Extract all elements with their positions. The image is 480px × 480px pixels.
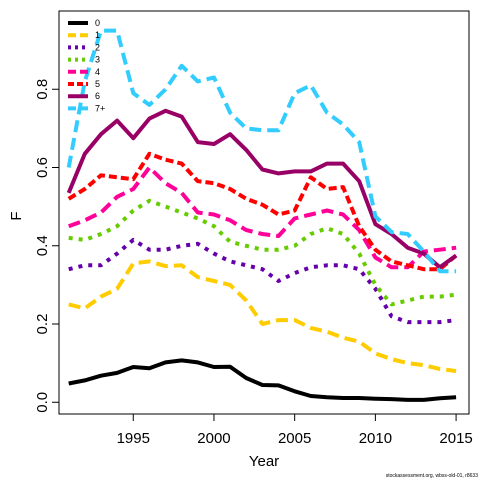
legend-label: 0 — [95, 18, 100, 28]
x-tick-label: 1995 — [117, 430, 150, 447]
series-line-7plus — [66, 28, 457, 274]
x-axis: 1995 2000 2005 2010 2015 — [117, 413, 473, 447]
x-axis-title: Year — [249, 453, 279, 470]
x-tick-label: 2000 — [197, 430, 230, 447]
x-tick-label: 2005 — [278, 430, 311, 447]
legend-label: 6 — [95, 91, 100, 101]
y-axis-title: F — [8, 211, 25, 220]
series-line-2 — [68, 237, 457, 325]
y-axis: 0.0 0.2 0.4 0.6 0.8 — [34, 79, 60, 413]
legend-label: 7+ — [95, 103, 105, 113]
y-tick-label: 0.4 — [34, 235, 51, 256]
legend-label: 4 — [95, 67, 100, 77]
legend: 0 1 2 3 4 5 6 7+ — [68, 18, 105, 113]
series-line-6 — [66, 108, 458, 270]
series-line-0 — [68, 358, 457, 402]
y-tick-label: 0.0 — [34, 392, 51, 413]
series-line-1 — [68, 259, 457, 373]
y-tick-label: 0.8 — [34, 79, 51, 100]
plot-frame — [58, 10, 470, 415]
series-line-4 — [68, 165, 457, 270]
legend-label: 3 — [95, 55, 100, 65]
series-line-3 — [68, 198, 457, 307]
legend-label: 2 — [95, 42, 100, 52]
x-tick-label: 2010 — [359, 430, 392, 447]
x-tick-label: 2015 — [439, 430, 472, 447]
y-tick-label: 0.2 — [34, 314, 51, 335]
legend-label: 1 — [95, 30, 100, 40]
credit-annotation: stockassessment.org, wbss-old-01, r8633 — [386, 473, 478, 479]
legend-label: 5 — [95, 79, 100, 89]
y-tick-label: 0.6 — [34, 157, 51, 178]
series-line-5 — [67, 151, 458, 272]
series-layer — [66, 28, 458, 402]
